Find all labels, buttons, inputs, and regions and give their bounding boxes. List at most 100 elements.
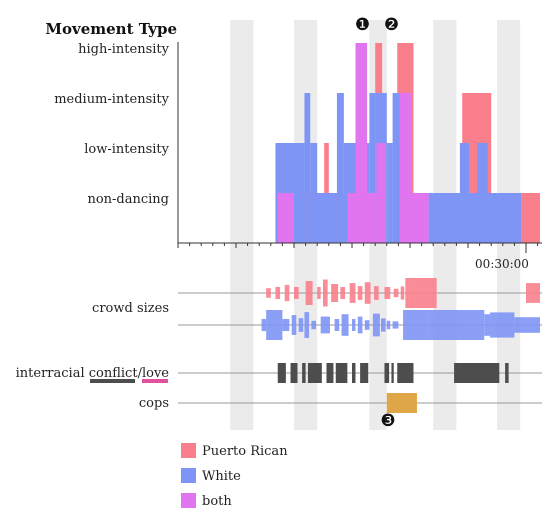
crowd-size-bar xyxy=(349,283,356,303)
crowd-size-bar xyxy=(282,319,290,331)
conflict-bar xyxy=(397,363,414,383)
crowd-size-bar xyxy=(317,287,321,299)
crowd-size-bar xyxy=(304,312,310,338)
legend-swatch-puerto-rican xyxy=(181,443,196,458)
movement-segment xyxy=(469,193,478,243)
grid-band xyxy=(230,20,254,430)
legend-label-puerto-rican: Puerto Rican xyxy=(202,444,288,459)
crowd-size-bar xyxy=(266,310,283,340)
level-label-non-dancing: non-dancing xyxy=(87,192,169,207)
movement-segment xyxy=(411,193,429,243)
crowd-size-bar xyxy=(323,279,328,307)
conflict-bar xyxy=(277,363,286,383)
legend-label-both: both xyxy=(202,494,232,509)
level-label-medium: medium-intensity xyxy=(54,92,169,107)
chart-title: Movement Type xyxy=(45,20,177,38)
movement-segment xyxy=(521,193,540,243)
conflict-periods xyxy=(178,363,542,383)
crowd-size-bar xyxy=(386,320,391,330)
conflict-bar xyxy=(302,363,306,383)
crowd-size-bar xyxy=(352,319,356,331)
crowd-size-bar xyxy=(413,278,437,308)
level-label-high: high-intensity xyxy=(78,42,169,57)
crowd-size-bar xyxy=(357,286,363,300)
cops-bar xyxy=(386,393,417,413)
movement-segment xyxy=(347,193,356,243)
crowd-size-bar xyxy=(320,316,330,334)
level-label-low: low-intensity xyxy=(84,142,169,157)
conflict-key-swatch xyxy=(90,379,135,383)
cops-periods xyxy=(178,393,542,413)
movement-segment xyxy=(386,143,393,243)
crowd-size-bar xyxy=(392,321,399,329)
crowd-size-bar xyxy=(490,312,515,338)
interracial-label: interracial conflict/love xyxy=(16,366,170,381)
movement-segment xyxy=(336,93,344,243)
crowd-size-bar xyxy=(291,315,297,335)
time-axis xyxy=(177,42,542,253)
crowd-size-bar xyxy=(364,320,370,330)
conflict-bar xyxy=(352,363,356,383)
movement-segment xyxy=(317,193,337,243)
love-label: love xyxy=(142,366,169,381)
crowd-size-bar xyxy=(275,287,281,299)
crowd-size-bar xyxy=(305,281,313,305)
crowd-size-bar xyxy=(372,313,380,337)
crowd-size-bar xyxy=(384,287,391,299)
movement-segment xyxy=(304,93,311,243)
cops-label: cops xyxy=(139,396,169,411)
legend-item-white: White xyxy=(181,468,241,484)
legend-item-puerto-rican: Puerto Rican xyxy=(181,443,288,459)
conflict-bar xyxy=(326,363,334,383)
crowd-size-bar xyxy=(357,316,363,334)
crowd-size-bar xyxy=(266,288,271,298)
crowd-size-bar xyxy=(484,314,491,336)
crowd-size-bar xyxy=(341,314,349,336)
conflict-bar xyxy=(335,363,348,383)
label-separator: / xyxy=(138,366,143,381)
annotation-marker-2: ❷ xyxy=(384,15,399,35)
crowd-size-bars xyxy=(178,278,542,340)
crowd-size-bar xyxy=(374,286,379,300)
crowd-size-bar xyxy=(526,283,540,303)
movement-segment xyxy=(376,143,386,243)
movement-areas xyxy=(275,43,540,243)
conflict-bar xyxy=(360,363,369,383)
annotation-markers: ❶ ❷ ❸ xyxy=(355,15,399,431)
legend-item-both: both xyxy=(181,493,232,509)
conflict-bar xyxy=(307,363,322,383)
crowd-size-bar xyxy=(400,286,405,300)
crowd-sizes-label: crowd sizes xyxy=(92,301,169,316)
movement-segment xyxy=(399,93,412,243)
crowd-size-bar xyxy=(334,319,340,331)
love-key-swatch xyxy=(142,379,168,383)
crowd-size-bar xyxy=(381,318,386,332)
conflict-bar xyxy=(454,363,500,383)
crowd-size-bar xyxy=(294,287,299,299)
legend-swatch-both xyxy=(181,493,196,508)
crowd-size-bar xyxy=(393,288,399,298)
crowd-size-bar xyxy=(428,310,485,340)
crowd-size-bar xyxy=(405,278,414,308)
movement-segment xyxy=(277,193,294,243)
conflict-bar xyxy=(505,363,509,383)
annotation-marker-3: ❸ xyxy=(380,411,395,431)
legend-label-white: White xyxy=(202,469,241,484)
legend: Puerto Rican White both xyxy=(181,443,288,509)
level-labels: high-intensity medium-intensity low-inte… xyxy=(54,42,169,207)
movement-segment xyxy=(310,143,318,243)
movement-segment xyxy=(355,43,368,243)
annotation-marker-1: ❶ xyxy=(355,15,370,35)
movement-segment xyxy=(369,93,376,243)
crowd-size-bar xyxy=(311,320,317,330)
crowd-size-bar xyxy=(514,317,540,333)
crowd-size-bar xyxy=(403,310,429,340)
crowd-size-bar xyxy=(340,287,346,299)
x-tick-label: 00:30:00 xyxy=(475,257,529,271)
crowd-size-bar xyxy=(331,284,339,302)
movement-segment xyxy=(459,143,470,243)
crowd-size-bar xyxy=(261,319,267,331)
interracial-prefix: interracial xyxy=(16,366,89,381)
conflict-bar xyxy=(290,363,298,383)
crowd-size-bar xyxy=(298,318,304,332)
